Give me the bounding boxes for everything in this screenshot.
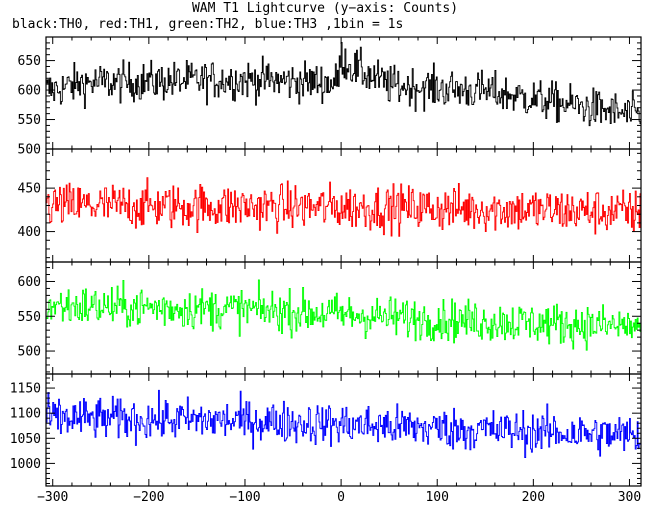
chart-title: WAM T1 Lightcurve (y−axis: Counts)	[191, 1, 459, 16]
y-tick-label: 1100	[10, 407, 41, 422]
y-tick-label: 500	[18, 345, 41, 360]
x-tick-label: 0	[337, 490, 345, 505]
y-tick-label: 1050	[10, 432, 41, 447]
y-tick-label: 550	[18, 310, 41, 325]
panel-frame	[45, 373, 642, 487]
x-tick-label: 200	[522, 490, 545, 505]
x-axis-labels: −300 −200 −100 0 100 200 300	[37, 490, 641, 505]
panel-th2: 500 550 600	[18, 261, 642, 375]
panel-th1: 400 450	[18, 148, 642, 263]
panel-th3: 1000 1050 1100 1150	[10, 373, 642, 487]
panel-frame	[45, 148, 642, 263]
y-tick-label: 1150	[10, 382, 41, 397]
series-line-th2	[46, 279, 641, 351]
y-tick-label: 400	[18, 225, 41, 240]
x-tick-label: 100	[425, 490, 448, 505]
chart-subtitle: black:TH0, red:TH1, green:TH2, blue:TH3 …	[12, 17, 404, 32]
series-line-th3	[46, 389, 641, 458]
y-tick-label: 500	[18, 143, 41, 158]
x-tick-label: −200	[133, 490, 164, 505]
panel-th0: 500 550 600 650	[18, 36, 642, 158]
y-tick-label: 450	[18, 182, 41, 197]
series-line-th1	[46, 177, 641, 237]
y-tick-label: 600	[18, 275, 41, 290]
x-tick-label: −300	[37, 490, 68, 505]
x-tick-label: 300	[618, 490, 641, 505]
y-tick-label: 1000	[10, 457, 41, 472]
y-tick-label: 550	[18, 113, 41, 128]
y-tick-label: 600	[18, 84, 41, 99]
series-line-th0	[46, 41, 641, 127]
x-tick-label: −100	[229, 490, 260, 505]
y-tick-label: 650	[18, 54, 41, 69]
